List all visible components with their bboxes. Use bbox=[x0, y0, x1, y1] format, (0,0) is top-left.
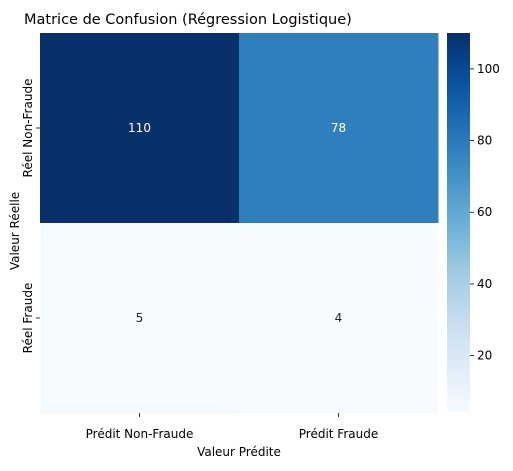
y-tick-label-1: Réel Fraude bbox=[21, 283, 35, 354]
colorbar-tick-label-0: 20 bbox=[477, 349, 492, 363]
cell-value-label-0-1: 78 bbox=[331, 121, 346, 135]
heatmap-cell-1-1 bbox=[239, 223, 439, 414]
chart-title: Matrice de Confusion (Régression Logisti… bbox=[24, 12, 352, 28]
colorbar-ticks: 20 40 60 80 100 bbox=[470, 62, 500, 363]
colorbar-tick-label-1: 40 bbox=[477, 277, 492, 291]
heatmap-cell-1-0 bbox=[40, 223, 240, 414]
colorbar bbox=[447, 33, 470, 413]
x-axis-label: Valeur Prédite bbox=[197, 445, 281, 459]
heatmap-cells: 110 78 5 4 bbox=[40, 33, 439, 414]
x-axis-ticks: Prédit Non-Fraude Prédit Fraude bbox=[86, 413, 378, 441]
colorbar-tick-label-2: 60 bbox=[477, 205, 492, 219]
x-tick-label-0: Prédit Non-Fraude bbox=[86, 427, 194, 441]
x-tick-label-1: Prédit Fraude bbox=[299, 427, 378, 441]
heatmap-cell-0-0 bbox=[40, 33, 240, 224]
cell-value-label-1-0: 5 bbox=[136, 311, 144, 325]
y-axis-label: Valeur Réelle bbox=[8, 192, 22, 270]
cell-value-label-0-0: 110 bbox=[128, 121, 151, 135]
colorbar-tick-label-3: 80 bbox=[477, 134, 492, 148]
y-axis-ticks: Réel Non-Fraude Réel Fraude bbox=[21, 79, 40, 354]
cell-value-label-1-1: 4 bbox=[335, 311, 343, 325]
colorbar-tick-label-4: 100 bbox=[477, 62, 500, 76]
heatmap-cell-0-1 bbox=[239, 33, 439, 224]
y-tick-label-0: Réel Non-Fraude bbox=[21, 79, 35, 178]
